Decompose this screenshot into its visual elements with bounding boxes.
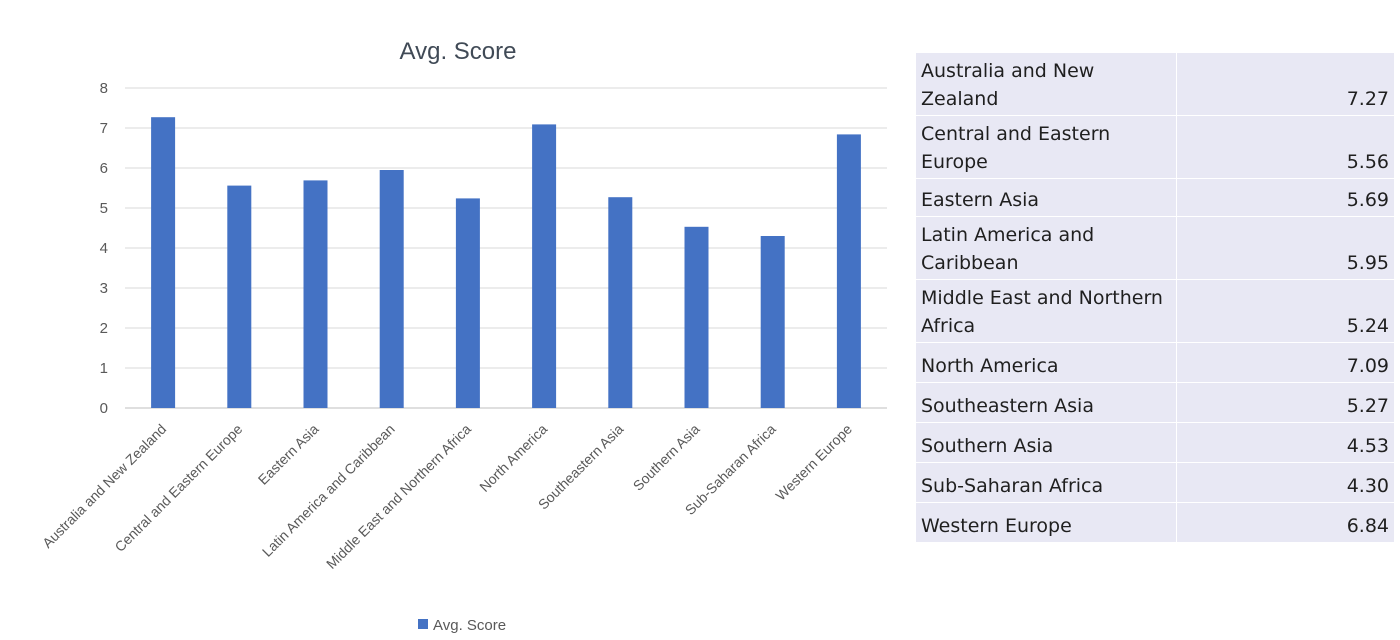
- y-tick-label: 2: [100, 320, 108, 337]
- score-cell: 4.30: [1176, 462, 1394, 503]
- score-cell: 5.56: [1176, 115, 1394, 179]
- bar: [684, 226, 709, 408]
- bar: [836, 134, 861, 408]
- table-row: Sub-Saharan Africa 4.30: [916, 462, 1394, 503]
- data-table: Australia and New Zealand 7.27 Central and…: [916, 53, 1394, 543]
- bar: [151, 117, 176, 408]
- bar: [455, 198, 480, 408]
- table-row: Southeastern Asia 5.27: [916, 382, 1394, 423]
- region-cell: Southeastern Asia: [916, 382, 1177, 423]
- region-cell: Latin America and Caribbean: [916, 216, 1177, 280]
- chart-svg: Avg. Score 0 1 2 3 4 5 6 7 8 Australia and New Zea…: [39, 38, 887, 634]
- score-cell: 4.53: [1176, 422, 1394, 463]
- x-tick-label: Middle East and Northern Africa: [323, 421, 474, 572]
- y-tick-label: 6: [100, 160, 108, 177]
- score-cell: 5.95: [1176, 216, 1394, 280]
- bar-chart: Avg. Score 0 1 2 3 4 5 6 7 8 Australia and New Zea…: [39, 38, 887, 634]
- score-cell: 6.84: [1176, 502, 1394, 543]
- y-tick-label: 1: [100, 360, 108, 377]
- bar: [608, 197, 633, 408]
- table-row: Southern Asia 4.53: [916, 422, 1394, 463]
- region-cell: Eastern Asia: [916, 178, 1177, 217]
- table-row: Central and Eastern Europe 5.56: [916, 115, 1394, 179]
- bar: [303, 180, 328, 408]
- chart-title: Avg. Score: [400, 38, 517, 65]
- score-cell: 5.69: [1176, 178, 1394, 217]
- x-tick-label: North America: [476, 421, 550, 495]
- x-tick-label: Southeastern Asia: [535, 421, 627, 513]
- bar: [532, 124, 557, 409]
- x-tick-label: Southern Asia: [630, 421, 703, 494]
- data-table-container: Australia and New Zealand 7.27 Central and…: [916, 53, 1394, 543]
- region-cell: Western Europe: [916, 502, 1177, 543]
- score-cell: 5.24: [1176, 279, 1394, 343]
- bar: [379, 170, 404, 408]
- y-tick-label: 5: [100, 200, 108, 217]
- table-row: North America 7.09: [916, 342, 1394, 383]
- score-cell: 5.27: [1176, 382, 1394, 423]
- region-cell: Australia and New Zealand: [916, 53, 1177, 116]
- score-cell: 7.27: [1176, 53, 1394, 116]
- x-tick-label: Eastern Asia: [255, 421, 322, 488]
- legend-label: Avg. Score: [433, 617, 506, 634]
- table-row: Australia and New Zealand 7.27: [916, 53, 1394, 116]
- region-cell: North America: [916, 342, 1177, 383]
- bar: [227, 185, 252, 408]
- y-tick-label: 0: [100, 400, 108, 417]
- region-cell: Southern Asia: [916, 422, 1177, 463]
- y-tick-label: 3: [100, 280, 108, 297]
- table-row: Latin America and Caribbean 5.95: [916, 216, 1394, 280]
- region-cell: Central and Eastern Europe: [916, 115, 1177, 179]
- x-tick-label: Latin America and Caribbean: [259, 421, 398, 560]
- y-tick-label: 8: [100, 80, 108, 97]
- bar: [760, 236, 785, 408]
- table-row: Middle East and Northern Africa 5.24: [916, 279, 1394, 343]
- x-tick-label: Western Europe: [772, 421, 855, 504]
- score-cell: 7.09: [1176, 342, 1394, 383]
- region-cell: Sub-Saharan Africa: [916, 462, 1177, 503]
- data-table-body: Australia and New Zealand 7.27 Central and…: [916, 53, 1394, 543]
- y-tick-label: 4: [100, 240, 108, 257]
- region-cell: Middle East and Northern Africa: [916, 279, 1177, 343]
- table-row: Western Europe 6.84: [916, 502, 1394, 543]
- x-tick-label: Australia and New Zealand: [39, 421, 169, 551]
- legend-swatch: [418, 619, 428, 629]
- y-tick-label: 7: [100, 120, 108, 137]
- x-tick-label: Central and Eastern Europe: [111, 421, 245, 555]
- table-row: Eastern Asia 5.69: [916, 178, 1394, 217]
